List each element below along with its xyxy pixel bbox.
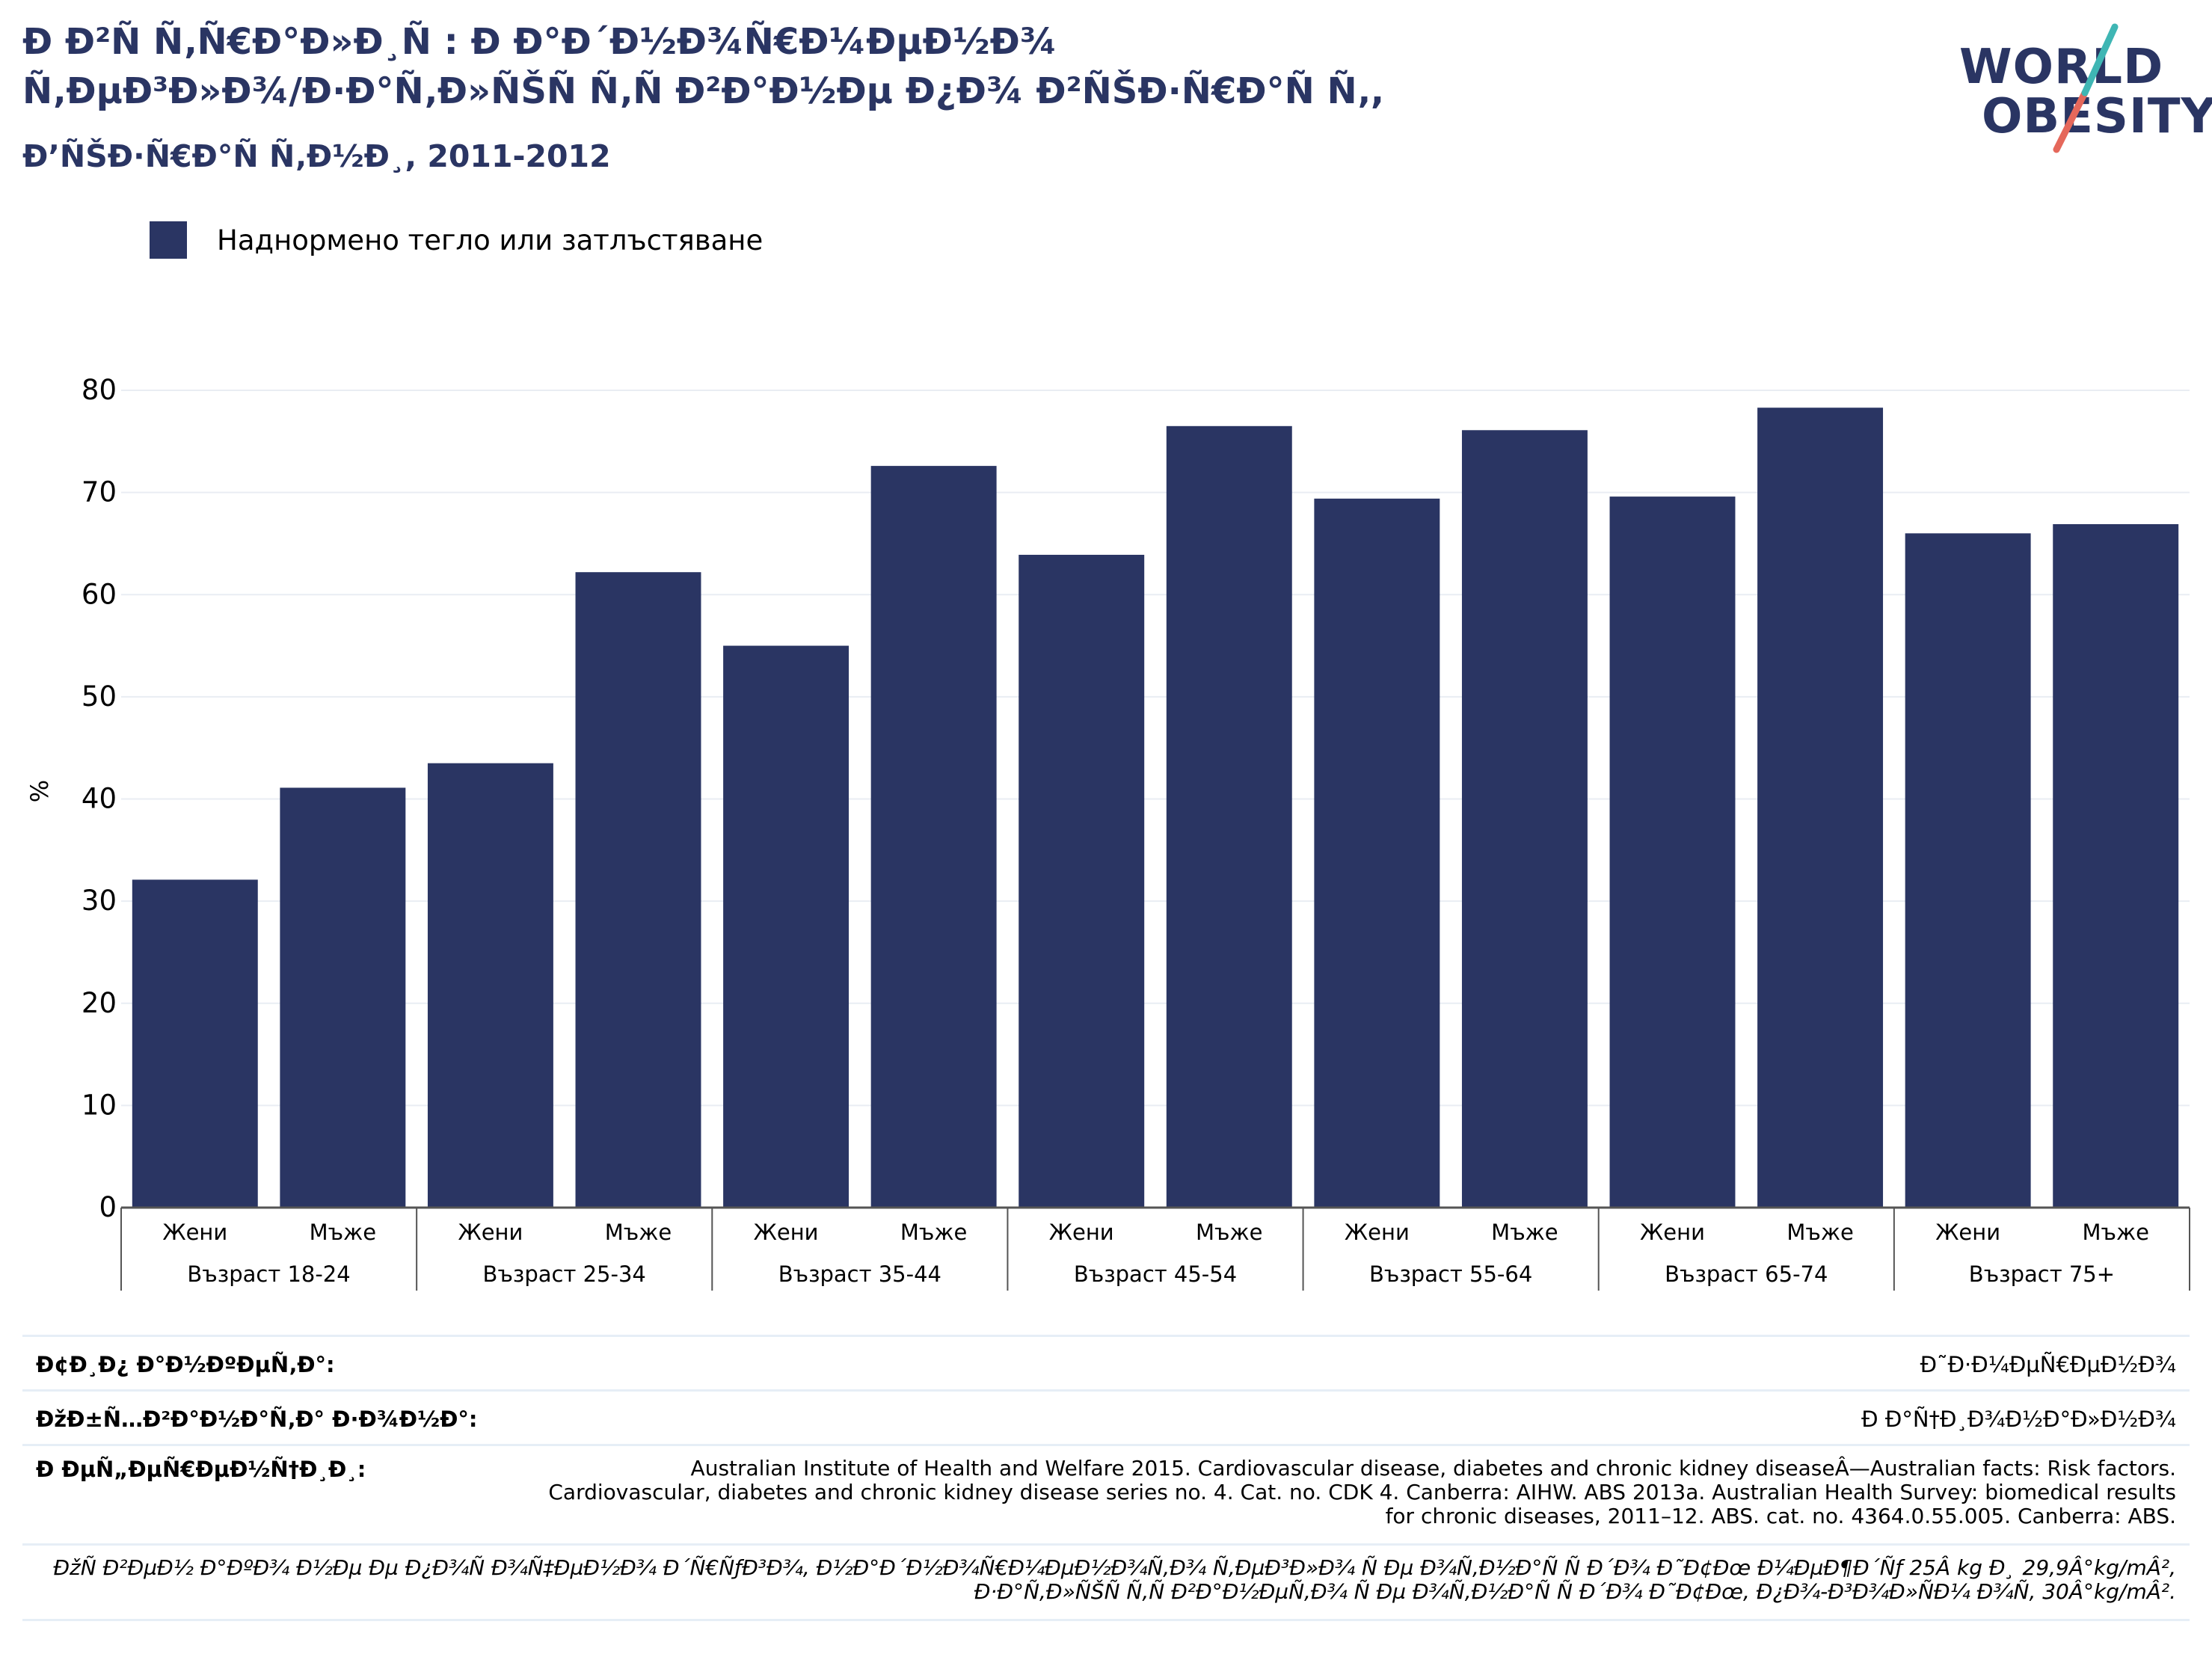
bar [132, 879, 258, 1208]
references-label: Ð ÐµÑ„ÐµÑ€ÐµÐ½Ñ†Ð¸Ð¸: [36, 1457, 366, 1482]
bar [1314, 498, 1440, 1208]
y-tick-label: 70 [82, 476, 117, 508]
footer-row-references: Ð ÐµÑ„ÐµÑ€ÐµÐ½Ñ†Ð¸Ð¸: Australian Institu… [22, 1444, 2190, 1543]
footer-row-survey-type: Ð¢Ð¸Ð¿ Ð°Ð½ÐºÐµÑ‚Ð°: Ð˜Ð·Ð¼ÐµÑ€ÐµÐ½Ð¾ [22, 1335, 2190, 1389]
x-group-label: Възраст 75+ [1969, 1261, 2115, 1287]
bar [870, 466, 997, 1208]
y-tick-label: 60 [82, 578, 117, 610]
logo-slash-icon [2053, 23, 2119, 153]
bar [427, 763, 553, 1208]
y-axis-label: % [25, 780, 54, 802]
bar [1166, 425, 1292, 1208]
x-subcategory-label: Жени [162, 1220, 227, 1245]
chart-subtitle: Ð’ÑŠÐ·Ñ€Ð°Ñ Ñ‚Ð½Ð¸, 2011-2012 [22, 138, 611, 174]
chart-title-line-1: Ð Ð²Ñ Ñ‚Ñ€Ð°Ð»Ð¸Ñ : Ð Ð°Ð´Ð½Ð¾Ñ€Ð¼ÐµÐ½Ð¾ [22, 21, 1057, 63]
x-axis: Жени Мъже Възраст 18-24 Жени Мъже Възраст 25-… [120, 1206, 2190, 1291]
x-subcategory-label: Жени [458, 1220, 523, 1245]
x-group-label: Възраст 55-64 [1369, 1261, 1532, 1287]
chart-bars [132, 408, 2179, 1208]
chart-header: Ð Ð²Ñ Ñ‚Ñ€Ð°Ð»Ð¸Ñ : Ð Ð°Ð´Ð½Ð¾Ñ€Ð¼ÐµÐ½Ð¾… [0, 0, 2212, 187]
world-obesity-logo[interactable]: WORLD OBESITY [1952, 21, 2212, 156]
x-subcategory-label: Мъже [1787, 1220, 1853, 1245]
bar [1019, 554, 1145, 1208]
legend-label: Наднормено тегло или затлъстяване [217, 224, 764, 256]
survey-type-label: Ð¢Ð¸Ð¿ Ð°Ð½ÐºÐµÑ‚Ð°: [36, 1352, 335, 1377]
legend-swatch [150, 221, 187, 259]
y-tick-label: 30 [82, 885, 117, 917]
bar-chart: 0 10 20 30 40 50 60 70 80 % Жени Мъже Възраст 18-2… [25, 374, 2190, 1291]
y-tick-label: 80 [82, 374, 117, 406]
x-subcategory-label: Жени [1640, 1220, 1705, 1245]
chart-title-line-2: Ñ‚ÐµÐ³Ð»Ð¾/Ð·Ð°Ñ‚Ð»ÑŠÑ Ñ‚Ñ Ð²Ð°Ð½Ðµ Ð¿Ð¾… [22, 70, 1385, 112]
x-subcategory-label: Жени [1345, 1220, 1410, 1245]
x-subcategory-label: Мъже [1491, 1220, 1558, 1245]
bar [1461, 430, 1588, 1208]
y-tick-label: 20 [82, 987, 117, 1019]
bar [723, 645, 850, 1208]
y-axis-ticks: 0 10 20 30 40 50 60 70 80 [82, 374, 117, 1223]
survey-type-value: Ð˜Ð·Ð¼ÐµÑ€ÐµÐ½Ð¾ [1920, 1352, 2176, 1377]
bar [575, 572, 701, 1208]
x-group-label: Възраст 65-74 [1665, 1261, 1828, 1287]
x-subcategory-label: Мъже [310, 1220, 376, 1245]
coverage-value: Ð Ð°Ñ†Ð¸Ð¾Ð½Ð°Ð»Ð½Ð¾ [1861, 1407, 2176, 1432]
x-group-label: Възраст 45-54 [1074, 1261, 1237, 1287]
x-subcategory-label: Мъже [2082, 1220, 2148, 1245]
y-tick-label: 50 [82, 680, 117, 713]
x-subcategory-label: Жени [1935, 1220, 2000, 1245]
x-subcategory-label: Мъже [605, 1220, 672, 1245]
x-subcategory-label: Мъже [1196, 1220, 1262, 1245]
coverage-label: ÐžÐ±Ñ…Ð²Ð°Ð½Ð°Ñ‚Ð° Ð·Ð¾Ð½Ð°: [36, 1407, 478, 1432]
x-group-label: Възраст 18-24 [187, 1261, 350, 1287]
logo-text-world: WORLD [1959, 40, 2164, 95]
references-value: Australian Institute of Health and Welfa… [548, 1456, 2176, 1528]
bar [280, 787, 406, 1208]
logo-text-obesity: OBESITY [1982, 89, 2212, 144]
x-group-label: Възраст 25-34 [483, 1261, 646, 1287]
y-tick-label: 0 [99, 1191, 117, 1223]
x-subcategory-label: Мъже [900, 1220, 967, 1245]
bar [1905, 533, 2031, 1208]
footer-row-note: ÐžÑ Ð²ÐµÐ½ Ð°ÐºÐ¾ Ð½Ðµ Ðµ Ð¿Ð¾Ñ Ð¾Ñ‡ÐµÐ½… [22, 1543, 2190, 1621]
bar [1609, 497, 1736, 1208]
y-tick-label: 40 [82, 783, 117, 815]
x-subcategory-label: Жени [754, 1220, 819, 1245]
bar [1757, 408, 1884, 1208]
chart-footer: Ð¢Ð¸Ð¿ Ð°Ð½ÐºÐµÑ‚Ð°: Ð˜Ð·Ð¼ÐµÑ€ÐµÐ½Ð¾ Ðž… [22, 1335, 2190, 1621]
bar [2053, 523, 2179, 1208]
definition-note: ÐžÑ Ð²ÐµÐ½ Ð°ÐºÐ¾ Ð½Ðµ Ðµ Ð¿Ð¾Ñ Ð¾Ñ‡ÐµÐ½… [53, 1555, 2176, 1604]
footer-row-coverage: ÐžÐ±Ñ…Ð²Ð°Ð½Ð°Ñ‚Ð° Ð·Ð¾Ð½Ð°: Ð Ð°Ñ†Ð¸Ð¾Ð… [22, 1389, 2190, 1444]
x-subcategory-label: Жени [1049, 1220, 1114, 1245]
x-group-label: Възраст 35-44 [778, 1261, 941, 1287]
y-tick-label: 10 [82, 1089, 117, 1121]
